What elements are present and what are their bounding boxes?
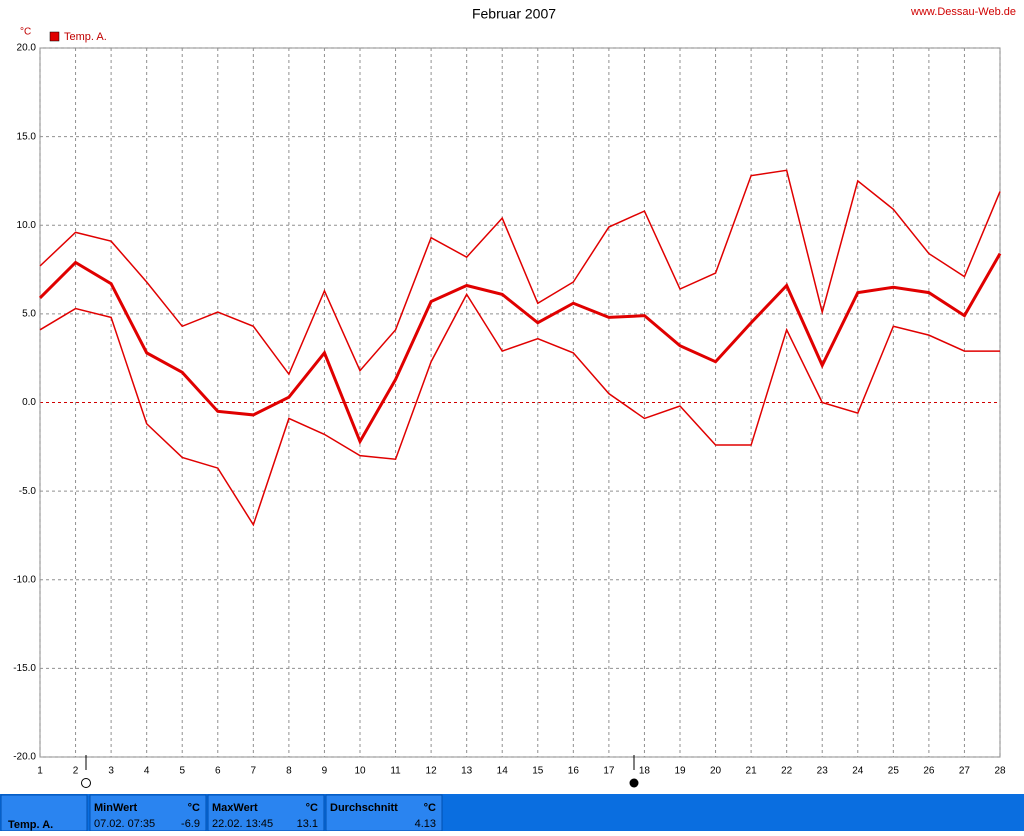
x-tick-label: 27 (959, 766, 971, 777)
x-tick-label: 14 (497, 766, 509, 777)
moon-icon (629, 778, 639, 788)
x-tick-label: 26 (923, 766, 935, 777)
stats-value: -6.9 (181, 818, 200, 830)
stats-unit: °C (188, 802, 200, 814)
y-tick-label: -15.0 (13, 663, 36, 674)
y-tick-label: 15.0 (17, 131, 37, 142)
x-tick-label: 23 (817, 766, 829, 777)
stats-row-header (0, 794, 88, 832)
stats-title: Durchschnitt (330, 802, 398, 814)
x-tick-label: 5 (179, 766, 185, 777)
stats-box (325, 794, 443, 832)
stats-unit: °C (306, 802, 318, 814)
x-tick-label: 17 (603, 766, 615, 777)
source: www.Dessau-Web.de (910, 6, 1016, 18)
y-axis-unit: °C (20, 27, 31, 38)
y-tick-label: -5.0 (19, 486, 37, 497)
x-tick-label: 22 (781, 766, 793, 777)
y-tick-label: 5.0 (22, 309, 36, 320)
y-tick-label: 0.0 (22, 397, 36, 408)
x-tick-label: 6 (215, 766, 221, 777)
stats-title: MinWert (94, 802, 138, 814)
x-tick-label: 12 (426, 766, 438, 777)
stats-time: 07.02. 07:35 (94, 818, 155, 830)
legend-label: Temp. A. (64, 31, 107, 43)
x-tick-label: 19 (674, 766, 686, 777)
x-tick-label: 4 (144, 766, 150, 777)
x-tick-label: 8 (286, 766, 292, 777)
x-tick-label: 25 (888, 766, 900, 777)
y-tick-label: 20.0 (17, 43, 37, 54)
x-tick-label: 3 (108, 766, 114, 777)
x-tick-label: 24 (852, 766, 864, 777)
stats-value: 13.1 (297, 818, 318, 830)
stats-row-label: Temp. A. (8, 819, 53, 831)
stats-title: MaxWert (212, 802, 258, 814)
x-tick-label: 20 (710, 766, 722, 777)
y-tick-label: -10.0 (13, 574, 36, 585)
x-tick-label: 2 (73, 766, 79, 777)
x-tick-label: 7 (251, 766, 257, 777)
x-tick-label: 15 (532, 766, 544, 777)
x-tick-label: 9 (322, 766, 328, 777)
legend-swatch (49, 31, 60, 42)
moon-icon (81, 778, 91, 788)
stats-box (89, 794, 207, 832)
x-tick-label: 1 (37, 766, 43, 777)
chart-title: Februar 2007 (472, 6, 556, 22)
y-tick-label: -20.0 (13, 752, 36, 763)
x-tick-label: 13 (461, 766, 473, 777)
x-tick-label: 10 (354, 766, 366, 777)
y-tick-label: 10.0 (17, 220, 37, 231)
x-tick-label: 21 (746, 766, 758, 777)
x-tick-label: 28 (994, 766, 1006, 777)
x-tick-label: 18 (639, 766, 651, 777)
data-line (38, 252, 1002, 445)
stats-value: 4.13 (415, 818, 436, 830)
stats-box (207, 794, 325, 832)
stats-unit: °C (424, 802, 436, 814)
x-tick-label: 11 (390, 766, 401, 777)
data-line (39, 169, 1001, 376)
data-line (39, 292, 1000, 527)
stats-time: 22.02. 13:45 (212, 818, 273, 830)
x-tick-label: 16 (568, 766, 580, 777)
